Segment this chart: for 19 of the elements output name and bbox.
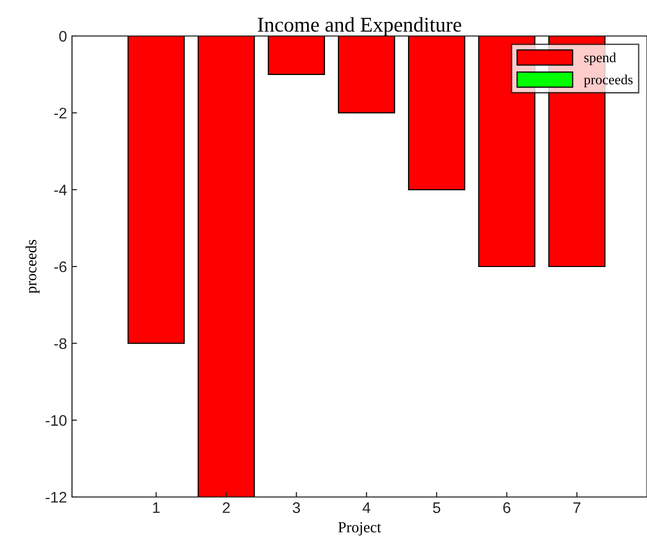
x-tick-label: 3 (292, 502, 300, 514)
x-tick-label: 2 (222, 502, 230, 513)
y-tick-label: -4 (54, 184, 67, 196)
y-axis-title: proceeds (26, 240, 40, 294)
chart-title: Income and Expenditure (258, 17, 462, 36)
x-axis-title: Project (338, 522, 382, 536)
y-tick-label: -12 (46, 492, 66, 503)
legend-label: proceeds (584, 74, 633, 88)
x-tick-label: 5 (432, 502, 440, 514)
x-tick-label: 4 (362, 502, 370, 513)
x-tick-label: 1 (153, 502, 160, 513)
y-tick-label: -10 (46, 415, 67, 426)
legend-label: spend (584, 52, 616, 66)
y-tick-label: -6 (54, 261, 66, 272)
y-tick-label: -2 (54, 108, 66, 118)
y-tick-label: -8 (54, 338, 66, 350)
x-tick-label: 6 (503, 502, 510, 514)
y-tick-label: 0 (59, 30, 67, 42)
x-tick-label: 7 (573, 502, 580, 513)
